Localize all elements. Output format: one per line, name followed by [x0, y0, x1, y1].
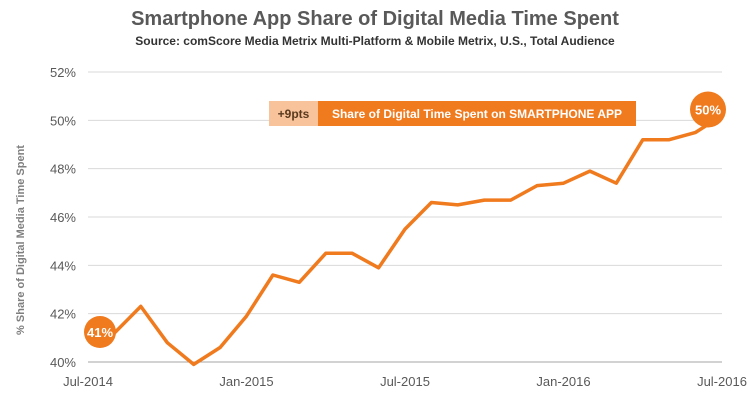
- x-tick-label: Jan-2015: [219, 374, 273, 389]
- x-tick-label: Jul-2014: [63, 374, 113, 389]
- data-point: [456, 203, 460, 207]
- y-tick-label: 44%: [50, 258, 76, 273]
- x-tick-label: Jul-2015: [380, 374, 430, 389]
- y-tick-label: 52%: [50, 65, 76, 80]
- series-layer: [86, 113, 724, 367]
- x-tick-label: Jul-2016: [697, 374, 747, 389]
- data-point: [667, 138, 671, 142]
- chart-title: Smartphone App Share of Digital Media Ti…: [131, 8, 619, 30]
- y-tick-label: 50%: [50, 113, 76, 128]
- data-point: [377, 266, 381, 270]
- data-point: [429, 201, 433, 204]
- end-value-bubble: [690, 91, 726, 128]
- y-tick-label: 46%: [50, 210, 76, 225]
- data-point: [509, 198, 513, 202]
- series-line-smartphone-app: [86, 113, 724, 367]
- data-point: [245, 314, 248, 318]
- data-point: [218, 346, 222, 349]
- delta-box: [269, 101, 318, 126]
- data-point: [482, 198, 486, 202]
- end-value-label: 50%: [695, 103, 721, 118]
- data-point: [562, 181, 565, 185]
- annotation-layer: +9pts Share of Digital Time Spent on SMA…: [84, 91, 726, 348]
- x-axis-ticks: Jul-2014 Jan-2015 Jul-2015 Jan-2016 Jul-2016: [63, 374, 747, 389]
- data-point: [165, 341, 169, 345]
- legend-box: [318, 101, 636, 126]
- y-tick-label: 40%: [50, 355, 76, 370]
- y-axis-ticks: 40% 42% 44% 46% 48% 50% 52%: [50, 65, 76, 370]
- data-point: [139, 304, 143, 308]
- y-axis-label: % Share of Digital Media Time Spent: [15, 145, 27, 335]
- data-point: [350, 251, 354, 255]
- legend-label: Share of Digital Time Spent on SMARTPHON…: [332, 107, 622, 121]
- data-point: [535, 184, 539, 188]
- y-tick-label: 48%: [50, 162, 76, 177]
- data-point: [324, 251, 328, 255]
- data-point: [614, 181, 618, 185]
- data-point: [641, 138, 645, 142]
- delta-label: +9pts: [278, 107, 310, 121]
- y-tick-label: 42%: [50, 307, 76, 322]
- data-point: [588, 169, 592, 173]
- data-point: [192, 362, 196, 366]
- data-point: [297, 280, 301, 284]
- start-value-label: 41%: [87, 325, 113, 340]
- data-point: [694, 130, 698, 134]
- data-point: [271, 273, 275, 277]
- x-tick-label: Jan-2016: [536, 374, 590, 389]
- data-point: [403, 227, 407, 231]
- chart-subtitle: Source: comScore Media Metrix Multi-Plat…: [135, 34, 615, 48]
- start-value-bubble: [84, 316, 116, 348]
